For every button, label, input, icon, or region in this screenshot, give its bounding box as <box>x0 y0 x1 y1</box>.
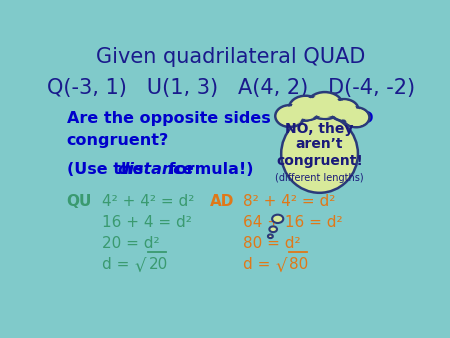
Circle shape <box>343 107 369 127</box>
Circle shape <box>310 95 339 117</box>
Circle shape <box>292 98 319 118</box>
Circle shape <box>329 99 359 121</box>
Circle shape <box>270 226 277 232</box>
Text: 16 + 4 = d²: 16 + 4 = d² <box>102 215 191 230</box>
Text: formula!): formula!) <box>162 162 253 176</box>
Circle shape <box>346 110 367 125</box>
Circle shape <box>289 96 322 121</box>
Text: AD: AD <box>210 194 234 209</box>
Text: √: √ <box>135 258 146 276</box>
Circle shape <box>268 235 273 238</box>
Text: Are the opposite sides QU and AD: Are the opposite sides QU and AD <box>67 111 374 126</box>
Text: congruent?: congruent? <box>67 133 169 148</box>
Text: QU: QU <box>67 194 92 209</box>
Text: 20: 20 <box>148 257 168 271</box>
Text: Q(-3, 1)   U(1, 3)   A(4, 2)   D(-4, -2): Q(-3, 1) U(1, 3) A(4, 2) D(-4, -2) <box>46 78 415 98</box>
Text: 64 + 16 = d²: 64 + 16 = d² <box>243 215 342 230</box>
Ellipse shape <box>287 121 352 187</box>
Text: d =: d = <box>243 257 275 271</box>
Text: 4² + 4² = d²: 4² + 4² = d² <box>102 194 194 209</box>
Text: d =: d = <box>102 257 134 271</box>
Circle shape <box>332 101 356 119</box>
Text: aren’t: aren’t <box>296 137 343 151</box>
Circle shape <box>275 105 305 127</box>
Text: 20 = d²: 20 = d² <box>102 236 159 251</box>
Ellipse shape <box>281 115 358 193</box>
Text: NO, they: NO, they <box>285 122 354 136</box>
Text: (different lengths): (different lengths) <box>275 173 364 184</box>
Circle shape <box>272 215 284 223</box>
Text: 8² + 4² = d²: 8² + 4² = d² <box>243 194 335 209</box>
Text: congruent!: congruent! <box>276 154 363 168</box>
Text: distance: distance <box>117 162 194 176</box>
Text: √: √ <box>275 258 287 276</box>
Text: 80 = d²: 80 = d² <box>243 236 301 251</box>
Text: 80: 80 <box>289 257 308 271</box>
Text: (Use the: (Use the <box>67 162 148 176</box>
Text: Given quadrilateral QUAD: Given quadrilateral QUAD <box>96 47 365 67</box>
Circle shape <box>278 107 302 125</box>
Circle shape <box>306 92 343 119</box>
